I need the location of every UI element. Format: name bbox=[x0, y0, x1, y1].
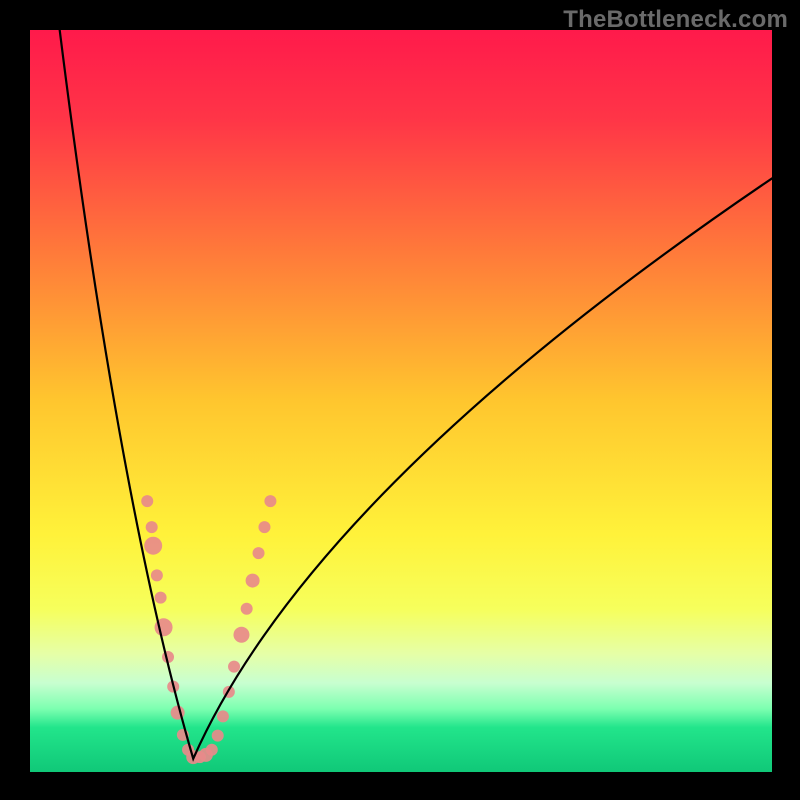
plot-area bbox=[30, 30, 772, 772]
chart-stage: TheBottleneck.com bbox=[0, 0, 800, 800]
cluster-dot bbox=[155, 592, 167, 604]
cluster-dot bbox=[206, 744, 218, 756]
cluster-dot bbox=[264, 495, 276, 507]
cluster-dot bbox=[217, 710, 229, 722]
cluster-dot bbox=[228, 661, 240, 673]
plot-svg bbox=[30, 30, 772, 772]
cluster-dot bbox=[144, 537, 162, 555]
cluster-dot bbox=[246, 574, 260, 588]
cluster-dot bbox=[212, 730, 224, 742]
cluster-dot bbox=[258, 521, 270, 533]
cluster-dot bbox=[141, 495, 153, 507]
watermark-text: TheBottleneck.com bbox=[563, 6, 788, 34]
gradient-fill bbox=[30, 30, 772, 772]
cluster-dot bbox=[253, 547, 265, 559]
cluster-dot bbox=[151, 569, 163, 581]
cluster-dot bbox=[241, 603, 253, 615]
cluster-dot bbox=[146, 521, 158, 533]
cluster-dot bbox=[233, 627, 249, 643]
